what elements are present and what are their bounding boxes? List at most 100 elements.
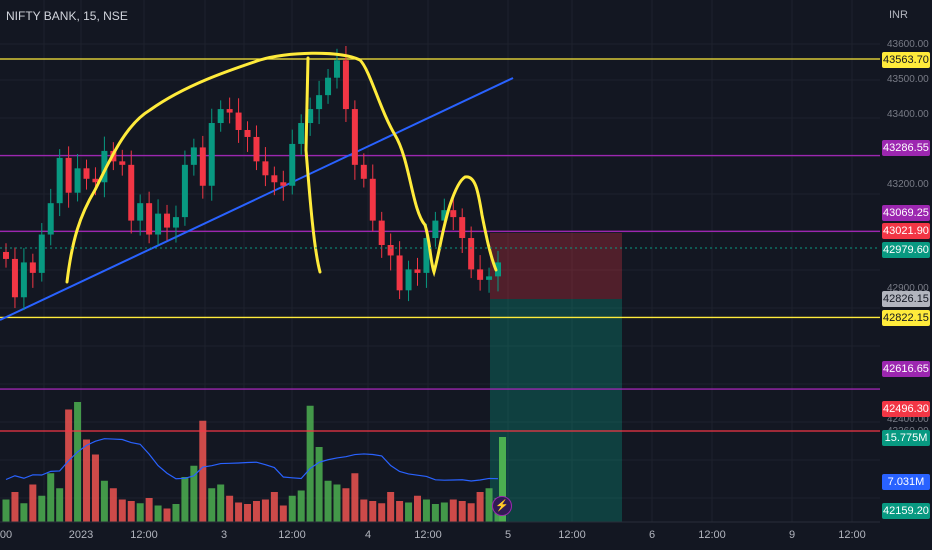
price-tick: 43200.00	[887, 178, 929, 190]
volume-bar	[172, 504, 180, 522]
candle-body	[351, 109, 358, 165]
candle-body	[235, 112, 242, 130]
candle-body	[146, 203, 153, 235]
volume-bar	[485, 488, 493, 522]
time-label: 6	[648, 529, 656, 541]
candle-body	[495, 262, 501, 277]
candle-body	[477, 269, 484, 280]
candle-body	[128, 164, 135, 221]
volume-bar	[369, 501, 377, 522]
volume-bar	[47, 473, 55, 522]
position-zones[interactable]	[490, 233, 622, 522]
candle-body	[387, 244, 394, 256]
candle-body	[47, 203, 54, 235]
chart-grid	[0, 0, 880, 522]
candle-body	[307, 109, 314, 124]
time-label: 5	[504, 529, 512, 541]
volume-bar	[29, 484, 37, 522]
price-tick: 43400.00	[887, 109, 929, 121]
volume-bar	[83, 439, 91, 522]
volume-bar	[118, 499, 126, 522]
hand-drawn-neckline-left[interactable]	[304, 56, 310, 152]
volume-bar	[74, 402, 82, 522]
trendline[interactable]	[0, 77, 514, 321]
candle-body	[468, 238, 475, 270]
volume-bar	[100, 480, 108, 522]
volume-bar	[65, 409, 73, 522]
candle-body	[199, 147, 206, 186]
volume-bar	[440, 502, 448, 522]
time-label: 4	[364, 529, 372, 541]
price-tag: 42979.60	[882, 242, 930, 258]
volume-bar	[351, 473, 359, 522]
volume-bar	[378, 503, 386, 522]
price-tag: 42826.15	[882, 291, 930, 307]
candle-body	[325, 77, 332, 96]
volume-bar	[449, 499, 457, 522]
stop-loss-zone	[490, 233, 622, 299]
price-axis-panel[interactable]	[880, 0, 932, 550]
volume-bar	[261, 499, 269, 522]
time-label: 00	[0, 529, 13, 541]
candle-body	[119, 161, 126, 165]
price-tick: 42400.00	[887, 414, 929, 425]
candle-body	[155, 213, 162, 235]
target-zone	[490, 299, 622, 522]
candle-body	[38, 234, 45, 273]
candle-body	[333, 60, 340, 78]
volume-bar	[324, 480, 332, 522]
candle-body	[3, 251, 9, 259]
symbol-title[interactable]: NIFTY BANK, 15, NSE	[6, 9, 128, 23]
candle-body	[137, 203, 144, 221]
candle-body	[56, 157, 63, 204]
volume-bar	[20, 503, 28, 522]
candle-body	[486, 276, 493, 280]
volume-bar	[297, 490, 305, 522]
time-label: 3	[220, 529, 228, 541]
candle-body	[262, 161, 269, 176]
volume-bar	[181, 477, 189, 522]
time-label: 12:00	[130, 529, 158, 541]
candle-body	[253, 136, 260, 162]
time-label: 9	[788, 529, 796, 541]
price-tag: 43563.70	[882, 52, 930, 68]
lightning-icon[interactable]: ⚡	[492, 496, 512, 516]
time-label: 2023	[68, 529, 94, 541]
volume-bar	[306, 405, 314, 522]
volume-bar	[226, 495, 234, 522]
price-tick: 43500.00	[887, 74, 929, 86]
candle-body	[271, 175, 278, 183]
price-tick: 43600.00	[887, 39, 929, 51]
volume-bar	[387, 492, 395, 522]
volume-bar	[458, 501, 466, 522]
candle-body	[441, 210, 448, 221]
candle-body	[316, 95, 323, 110]
price-tag: 42616.65	[882, 361, 930, 377]
hand-drawn-pattern-path[interactable]	[65, 51, 498, 284]
price-tag: 42496.30	[882, 401, 930, 417]
candle-body	[289, 143, 296, 186]
volume-bar	[127, 501, 135, 522]
candle-body	[11, 258, 18, 298]
volume-bar	[405, 502, 413, 522]
volume-bar	[315, 447, 323, 522]
hand-drawn-neckline-right[interactable]	[304, 148, 322, 274]
price-tag: 42159.20	[882, 503, 930, 519]
candle-body	[414, 269, 421, 273]
volume-bars	[2, 402, 506, 522]
currency-label[interactable]: INR	[889, 9, 908, 21]
volume-bar	[499, 437, 506, 522]
candle-body	[101, 150, 108, 183]
volume-bar	[38, 495, 46, 522]
volume-bar	[396, 501, 404, 522]
time-label: 12:00	[558, 529, 586, 541]
candle-body	[342, 60, 349, 110]
volume-bar	[217, 484, 225, 522]
candle-body	[181, 164, 188, 218]
volume-bar	[467, 503, 475, 522]
price-tag: 43069.25	[882, 205, 930, 221]
candle-body	[29, 262, 36, 273]
candle-body	[378, 220, 385, 245]
candle-body	[369, 178, 376, 221]
